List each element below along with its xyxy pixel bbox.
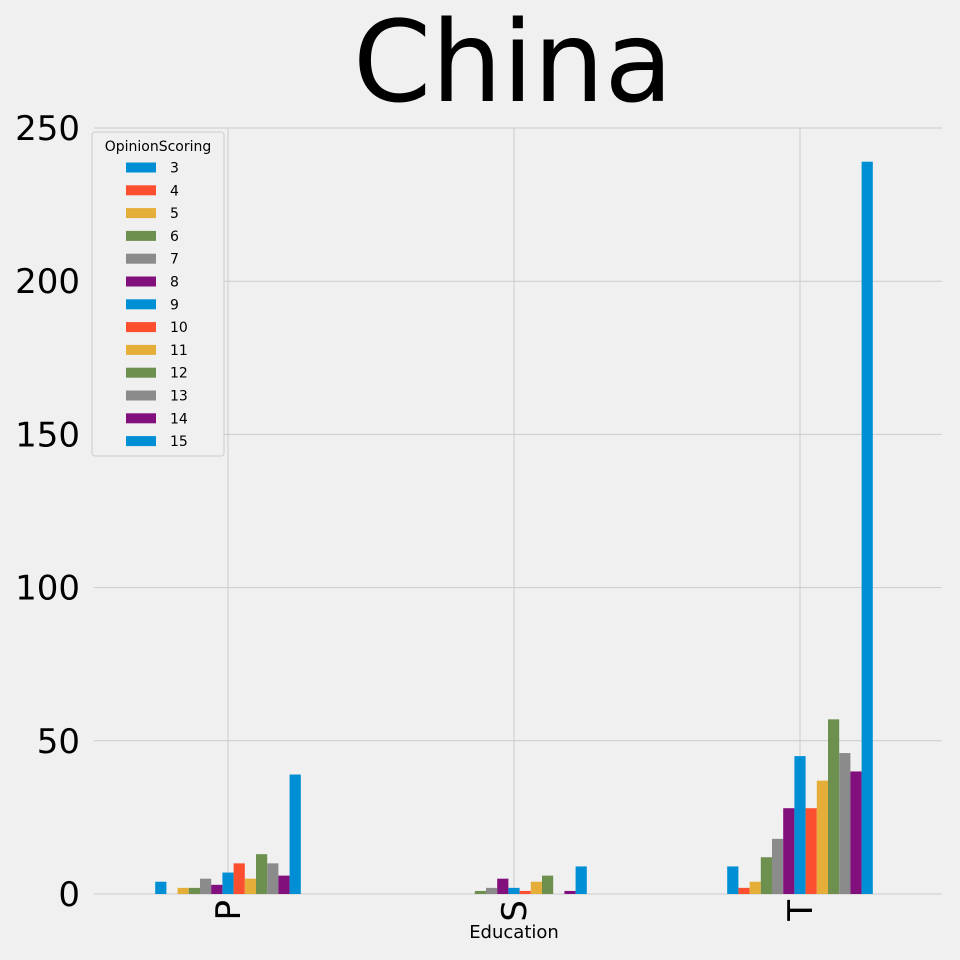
legend-label: 11 — [170, 343, 188, 359]
legend-label: 4 — [170, 183, 179, 199]
legend-label: 14 — [170, 411, 188, 427]
bar-P-11 — [244, 878, 256, 894]
bar-T-5 — [749, 881, 761, 894]
legend-label: 9 — [170, 297, 179, 313]
grid — [94, 127, 942, 895]
legend-swatch — [126, 162, 156, 173]
bar-T-15 — [861, 161, 873, 894]
bar-P-7 — [200, 878, 212, 894]
bar-T-4 — [738, 887, 750, 894]
bars — [155, 161, 873, 894]
y-tick-label: 250 — [15, 109, 80, 149]
bar-T-6 — [760, 857, 772, 894]
legend-swatch — [126, 208, 156, 219]
legend-swatch — [126, 436, 156, 447]
y-tick-label: 0 — [58, 875, 80, 915]
bar-T-3 — [727, 866, 739, 894]
bar-P-14 — [278, 875, 290, 894]
legend-swatch — [126, 299, 156, 310]
bar-P-3 — [155, 881, 167, 894]
bar-T-12 — [828, 719, 840, 894]
bar-T-7 — [772, 838, 784, 894]
legend-swatch — [126, 230, 156, 241]
x-axis-label: Education — [469, 922, 559, 943]
legend-swatch — [126, 253, 156, 264]
y-axis: 0 50 100 150 200 250 — [15, 109, 80, 915]
legend: OpinionScoring 3 4 5 6 7 8 9 10 11 12 13 14 15 — [91, 131, 225, 457]
legend-label: 7 — [170, 252, 179, 268]
legend-label: 5 — [170, 206, 179, 222]
bar-T-13 — [839, 753, 851, 894]
bar-T-9 — [794, 756, 806, 894]
bar-S-10 — [519, 890, 531, 894]
y-tick-label: 50 — [37, 722, 80, 762]
legend-swatch — [126, 276, 156, 287]
legend-label: 13 — [170, 389, 188, 405]
bar-S-8 — [497, 878, 509, 894]
bar-P-6 — [188, 887, 200, 894]
bar-P-15 — [289, 774, 301, 894]
bar-P-5 — [177, 887, 189, 894]
bar-S-7 — [486, 887, 498, 894]
legend-label: 3 — [170, 161, 179, 177]
y-tick-label: 100 — [15, 569, 80, 609]
legend-label: 15 — [170, 434, 188, 450]
legend-frame — [91, 131, 225, 457]
legend-swatch — [126, 367, 156, 378]
bar-S-9 — [508, 887, 520, 894]
bar-S-15 — [575, 866, 587, 894]
x-tick-label: T — [781, 900, 821, 922]
legend-label: 8 — [170, 275, 179, 291]
legend-swatch — [126, 322, 156, 333]
bar-P-12 — [256, 854, 268, 894]
bar-T-14 — [850, 771, 862, 894]
x-tick-label: P — [209, 900, 249, 921]
legend-title: OpinionScoring — [105, 139, 212, 155]
bar-S-6 — [474, 890, 486, 894]
legend-swatch — [126, 413, 156, 424]
bar-P-10 — [233, 863, 245, 894]
bar-P-13 — [267, 863, 279, 894]
bar-T-10 — [805, 808, 817, 894]
chart-title: China — [353, 0, 673, 128]
legend-label: 10 — [170, 320, 188, 336]
bar-T-11 — [816, 780, 828, 894]
bar-P-8 — [211, 884, 223, 894]
bar-S-14 — [564, 890, 576, 894]
bar-P-9 — [222, 872, 234, 894]
bar-T-8 — [783, 808, 795, 894]
y-tick-label: 200 — [15, 262, 80, 302]
legend-label: 12 — [170, 366, 188, 382]
bar-S-11 — [530, 881, 542, 894]
y-tick-label: 150 — [15, 415, 80, 455]
legend-label: 6 — [170, 229, 179, 245]
legend-swatch — [126, 185, 156, 196]
legend-swatch — [126, 390, 156, 401]
x-tick-label: S — [495, 900, 535, 922]
legend-swatch — [126, 344, 156, 355]
bar-S-12 — [542, 875, 554, 894]
